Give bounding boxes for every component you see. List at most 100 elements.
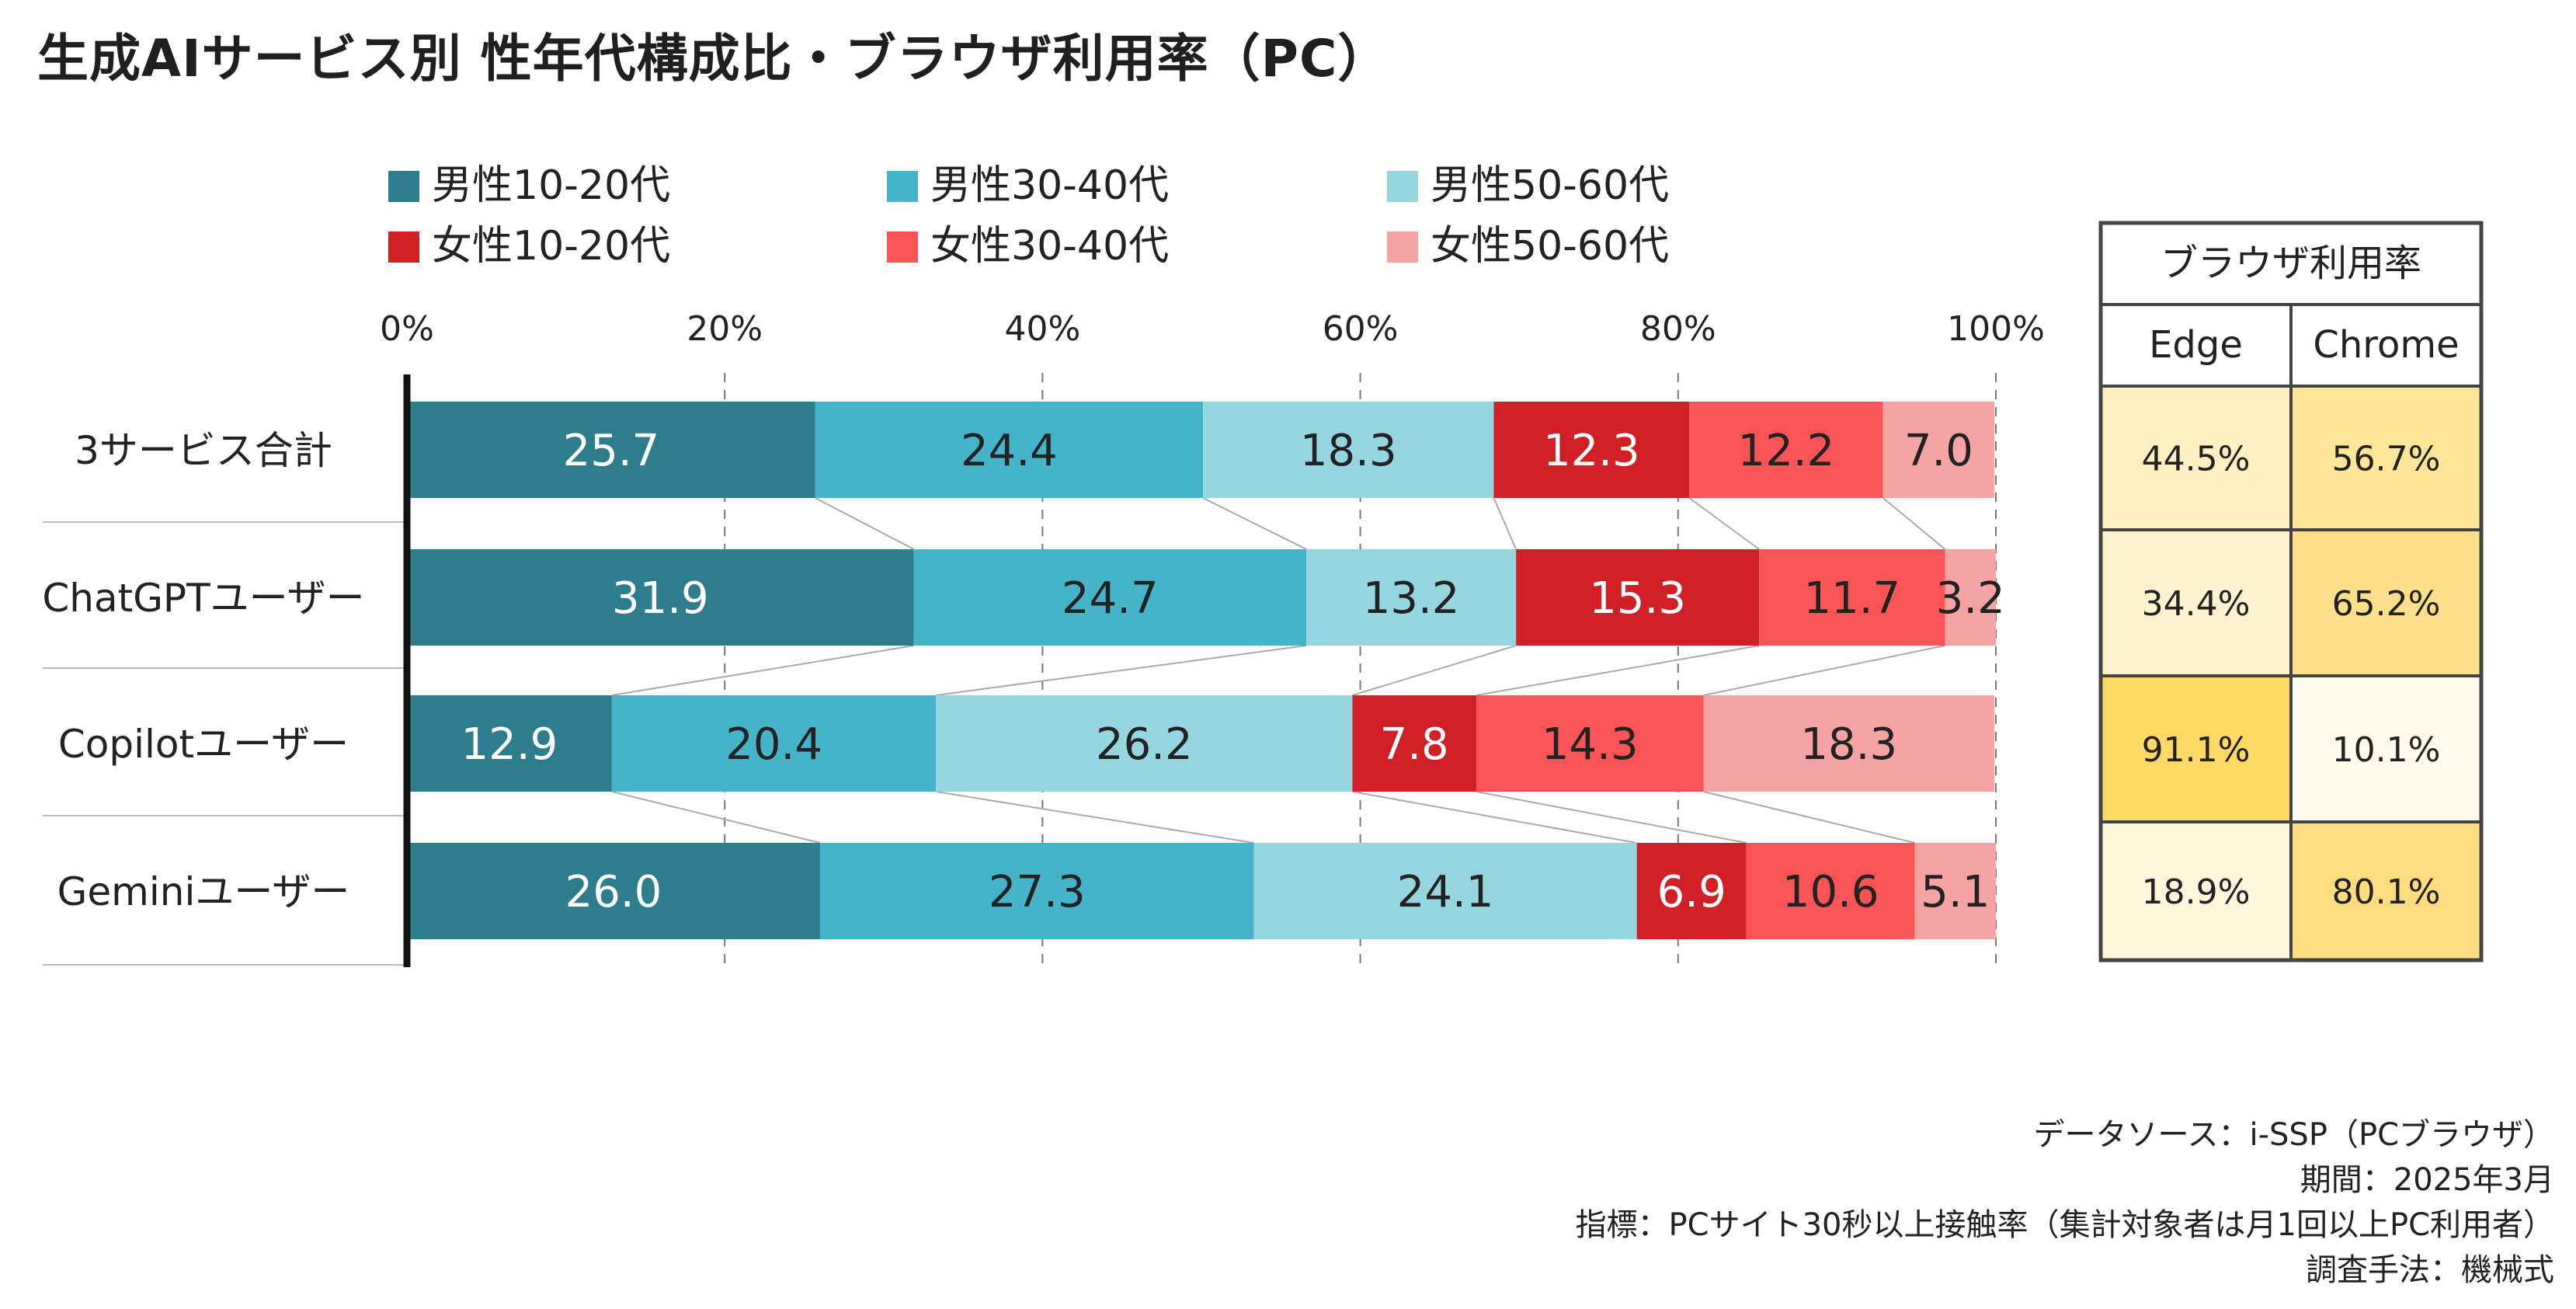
data-label: 24.7 — [1062, 573, 1159, 624]
note-period: 期間：2025年3月 — [2300, 1162, 2554, 1198]
bar-segment — [1306, 549, 1517, 646]
data-label: 14.3 — [1542, 719, 1639, 770]
table-cell — [2099, 674, 2293, 823]
connector-line — [1703, 791, 1915, 844]
bar-segment — [1746, 843, 1915, 939]
bar-segment — [1703, 695, 1994, 792]
bar-segment — [1945, 549, 1996, 646]
bar-segment — [1882, 402, 1994, 498]
x-tick-label: 40% — [1005, 309, 1081, 349]
bar-segment — [611, 695, 937, 792]
table-cell-value: 65.2% — [2332, 584, 2441, 624]
data-label: 18.3 — [1800, 719, 1897, 770]
legend-swatch — [388, 232, 419, 263]
table-cell-value: 56.7% — [2332, 440, 2441, 479]
bar-segment — [1636, 843, 1747, 939]
legend-label: 女性10-20代 — [432, 223, 670, 270]
note-metric: 指標：PCサイト30秒以上接触率（集計対象者は月1回以上PC利用者） — [1575, 1207, 2554, 1243]
data-label: 12.2 — [1738, 426, 1835, 476]
data-label: 24.4 — [961, 426, 1058, 476]
bar-segment — [1759, 549, 1945, 646]
connector-line — [1688, 497, 1760, 550]
x-tick-label: 100% — [1947, 309, 2045, 349]
bar-segment — [936, 695, 1353, 792]
table-header: ブラウザ利用率 — [2161, 242, 2421, 285]
connector-line — [1352, 791, 1637, 844]
table-cell-value: 91.1% — [2142, 730, 2251, 770]
data-label: 15.3 — [1589, 573, 1686, 624]
bar-segment — [407, 843, 820, 939]
table-column-header: Edge — [2149, 323, 2243, 367]
legend-swatch — [1387, 171, 1418, 202]
bar-segment — [407, 402, 815, 498]
source-notes: データソース：i-SSP（PCブラウザ） 期間：2025年3月 指標：PCサイト… — [1576, 1112, 2554, 1293]
x-tick-label: 0% — [380, 309, 434, 349]
bar-segment — [815, 402, 1204, 498]
data-label: 5.1 — [1921, 867, 1990, 917]
data-label: 10.6 — [1782, 867, 1879, 917]
legend-swatch — [1387, 232, 1418, 263]
table-cell — [2289, 674, 2483, 823]
bar-segment — [1516, 549, 1760, 646]
connector-line — [1352, 645, 1517, 696]
table-cell-value: 10.1% — [2332, 730, 2441, 770]
legend-swatch — [887, 171, 918, 202]
category-label: Geminiユーザー — [57, 869, 350, 914]
connector-line — [936, 791, 1254, 844]
data-label: 18.3 — [1300, 426, 1397, 476]
data-label: 11.7 — [1803, 573, 1900, 624]
data-label: 31.9 — [612, 573, 709, 624]
x-tick-label: 80% — [1640, 309, 1716, 349]
connector-line — [936, 645, 1307, 696]
connector-line — [1882, 497, 1946, 550]
bar-segment — [1253, 843, 1637, 939]
table-cell — [2289, 528, 2483, 677]
category-label: Copilotユーザー — [58, 722, 349, 767]
table-cell — [2099, 820, 2293, 962]
data-label: 6.9 — [1657, 867, 1726, 917]
bar-segment — [407, 695, 612, 792]
legend-label: 男性30-40代 — [930, 162, 1169, 209]
data-label: 26.2 — [1096, 719, 1193, 770]
table-cell-value: 18.9% — [2142, 872, 2251, 912]
bar-segment — [1689, 402, 1883, 498]
bar-segment — [407, 549, 914, 646]
connector-line — [1476, 645, 1760, 696]
bar-segment — [1493, 402, 1690, 498]
data-label: 27.3 — [989, 867, 1086, 917]
data-label: 26.0 — [565, 867, 662, 917]
table-outer-border — [2098, 221, 2484, 963]
legend-label: 男性50-60代 — [1431, 162, 1669, 209]
data-label: 20.4 — [725, 719, 822, 770]
category-label: 3サービス合計 — [75, 428, 332, 473]
note-method: 調査手法：機械式 — [2306, 1252, 2554, 1288]
data-label: 13.2 — [1363, 573, 1460, 624]
x-tick-label: 60% — [1323, 309, 1399, 349]
data-label: 7.0 — [1904, 426, 1973, 476]
connector-line — [1493, 497, 1517, 550]
bar-segment — [913, 549, 1307, 646]
bar-segment — [1203, 402, 1494, 498]
bar-segment — [819, 843, 1254, 939]
connector-line — [1476, 791, 1747, 844]
data-label: 3.2 — [1936, 573, 2005, 624]
table-cell — [2289, 385, 2483, 531]
bar-segment — [1476, 695, 1704, 792]
data-label: 25.7 — [563, 426, 660, 476]
legend-swatch — [887, 232, 918, 263]
data-label: 24.1 — [1397, 867, 1494, 917]
data-label: 12.9 — [461, 719, 558, 770]
table-cell-value: 44.5% — [2142, 440, 2251, 479]
table-cell-value: 80.1% — [2332, 872, 2441, 912]
table-column-header: Chrome — [2313, 323, 2459, 367]
page-title: 生成AIサービス別 性年代構成比・ブラウザ利用率（PC） — [37, 29, 1390, 89]
category-label: ChatGPTユーザー — [42, 576, 364, 621]
note-source: データソース：i-SSP（PCブラウザ） — [2033, 1117, 2555, 1153]
connector-line — [611, 791, 821, 844]
connector-line — [815, 497, 915, 550]
bar-segment — [1352, 695, 1476, 792]
legend-swatch — [388, 171, 419, 202]
data-label: 12.3 — [1543, 426, 1640, 476]
connector-line — [611, 645, 914, 696]
